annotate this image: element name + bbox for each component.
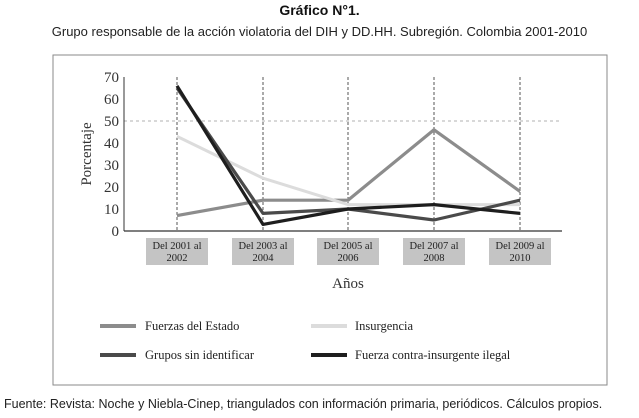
chart-frame bbox=[52, 54, 608, 386]
x-tick-label: Del 2003 al bbox=[239, 241, 288, 252]
legend-label: Fuerzas del Estado bbox=[145, 319, 239, 333]
x-category-box bbox=[232, 238, 294, 265]
x-tick-label: Del 2005 al bbox=[324, 241, 373, 252]
x-tick-label: 2004 bbox=[253, 253, 275, 264]
legend-label: Grupos sin identificar bbox=[145, 348, 255, 362]
y-tick-label: 30 bbox=[104, 158, 119, 174]
legend-label: Fuerza contra-insurgente ilegal bbox=[355, 348, 511, 362]
x-axis-label: Años bbox=[332, 276, 364, 292]
x-tick-label: Del 2001 al bbox=[153, 241, 202, 252]
chart-title: Gráfico N°1. bbox=[279, 2, 360, 18]
y-tick-label: 40 bbox=[104, 136, 119, 152]
x-category-box bbox=[317, 238, 379, 265]
y-tick-label: 60 bbox=[104, 92, 119, 108]
x-tick-label: 2006 bbox=[338, 253, 359, 264]
x-tick-label: 2002 bbox=[167, 253, 188, 264]
y-axis-label: Porcentaje bbox=[79, 122, 95, 186]
y-tick-label: 20 bbox=[104, 180, 119, 196]
y-tick-label: 50 bbox=[104, 114, 119, 130]
series-line bbox=[175, 84, 521, 226]
source-note: Fuente: Revista: Noche y Niebla-Cinep, t… bbox=[4, 397, 603, 411]
x-category-box bbox=[146, 238, 208, 265]
y-tick-label: 10 bbox=[104, 202, 119, 218]
x-tick-label: 2008 bbox=[424, 253, 445, 264]
x-tick-label: Del 2009 al bbox=[496, 241, 545, 252]
chart-subtitle: Grupo responsable de la acción violatori… bbox=[51, 24, 588, 39]
legend-label: Insurgencia bbox=[355, 319, 414, 333]
y-tick-label: 0 bbox=[112, 224, 120, 240]
x-category-box bbox=[403, 238, 465, 265]
y-tick-label: 70 bbox=[104, 70, 119, 86]
x-tick-label: 2010 bbox=[510, 253, 531, 264]
series-line bbox=[176, 135, 520, 207]
series-line bbox=[176, 128, 521, 218]
x-category-box bbox=[489, 238, 551, 265]
x-tick-label: Del 2007 al bbox=[410, 241, 459, 252]
